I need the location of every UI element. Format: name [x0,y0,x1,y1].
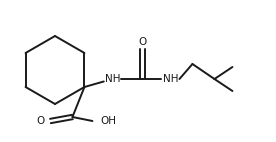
Text: O: O [138,37,147,47]
Text: OH: OH [100,116,116,126]
Text: NH: NH [163,74,178,84]
Text: NH: NH [105,74,120,84]
Text: O: O [36,116,44,126]
